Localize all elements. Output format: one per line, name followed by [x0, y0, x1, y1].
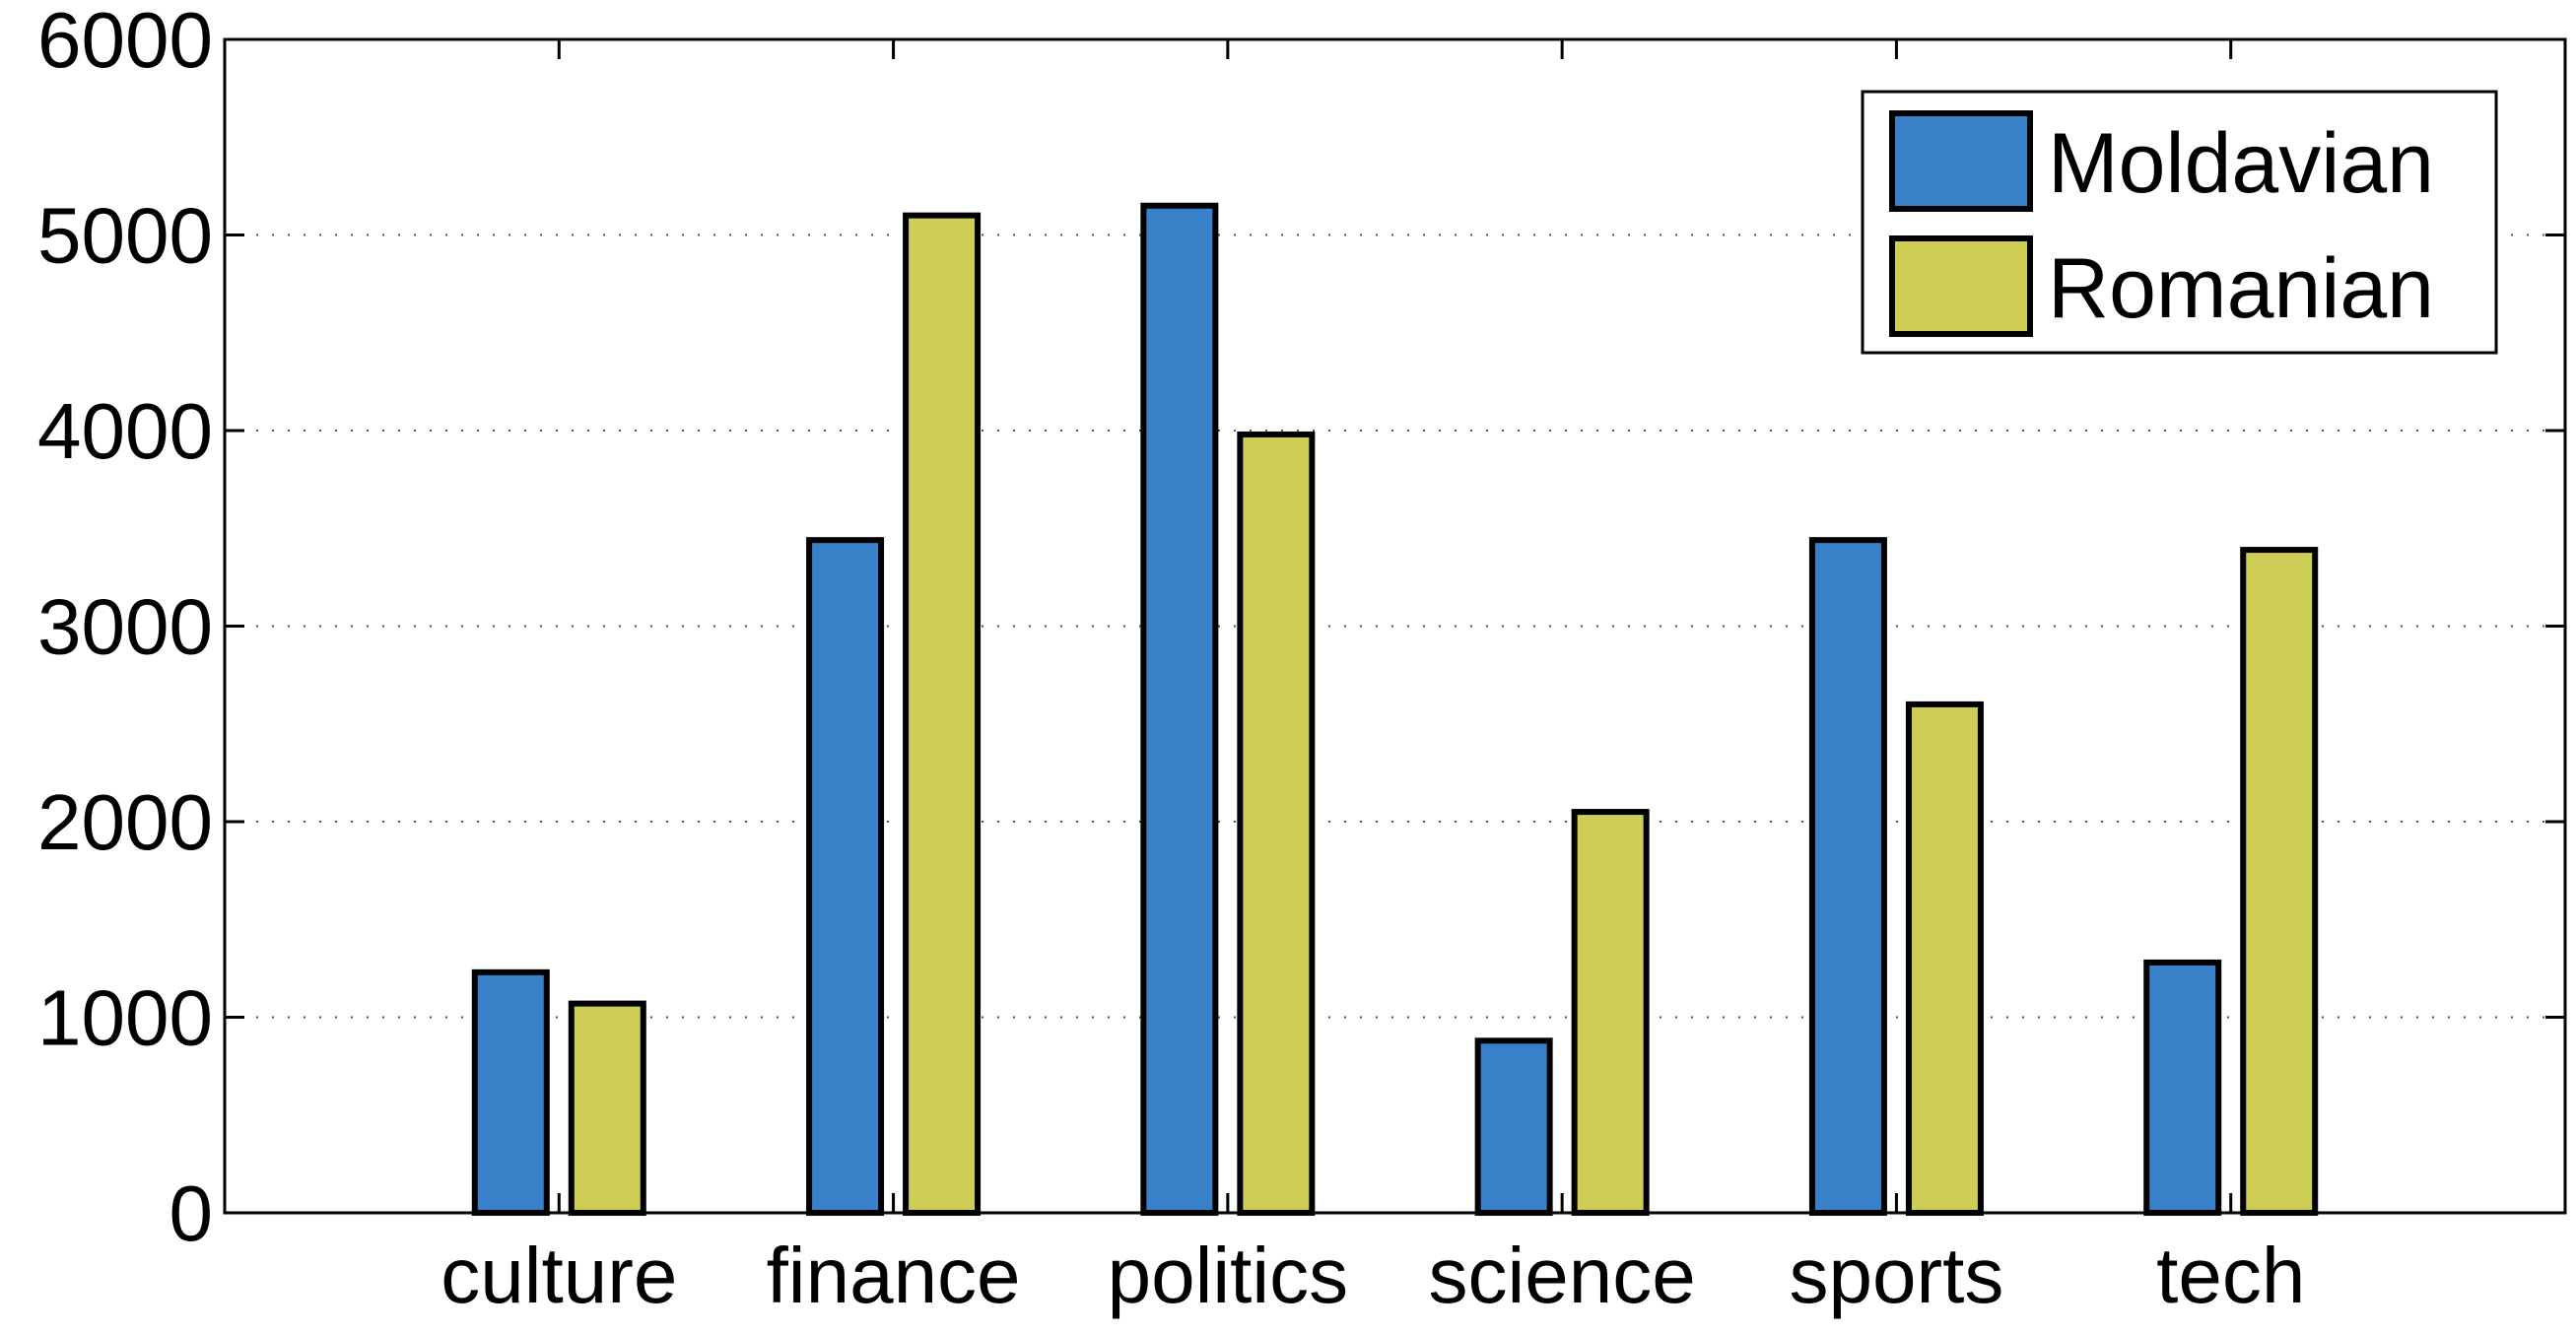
x-tick-label-sports: sports	[1789, 1232, 2003, 1319]
legend-swatch-moldavian	[1889, 110, 2033, 212]
y-tick-label-6000: 6000	[37, 0, 213, 84]
axis-ticks	[225, 37, 2565, 1215]
x-tick-label-science: science	[1429, 1232, 1696, 1319]
bar-moldavian-politics	[1140, 202, 1219, 1217]
bar-moldavian-finance	[806, 537, 885, 1216]
legend-swatch-romanian	[1889, 235, 2033, 337]
legend-label-moldavian: Moldavian	[2048, 116, 2434, 211]
y-tick-label-4000: 4000	[37, 387, 213, 475]
bar-romanian-culture	[568, 1000, 646, 1216]
x-tick-label-finance: finance	[767, 1232, 1021, 1319]
bar-romanian-sports	[1905, 700, 1984, 1216]
bar-moldavian-tech	[2143, 959, 2222, 1216]
y-tick-label-2000: 2000	[37, 778, 213, 866]
bar-moldavian-culture	[471, 968, 550, 1216]
legend-label-romanian: Romanian	[2048, 241, 2434, 336]
bar-moldavian-science	[1474, 1037, 1553, 1216]
y-tick-label-0: 0	[169, 1169, 214, 1257]
x-tick-label-culture: culture	[441, 1232, 677, 1319]
x-tick-label-politics: politics	[1108, 1232, 1349, 1319]
bars	[471, 202, 2319, 1217]
y-tick-label-5000: 5000	[37, 192, 213, 280]
y-axis-tick-labels: 0 1000 2000 3000 4000 5000 6000	[37, 0, 213, 1257]
bar-romanian-politics	[1237, 431, 1316, 1217]
x-axis-tick-labels: culture finance politics science sports tech	[441, 1232, 2305, 1319]
bar-romanian-tech	[2240, 547, 2319, 1216]
legend: Moldavian Romanian	[1861, 90, 2498, 355]
bar-romanian-finance	[903, 212, 982, 1216]
y-tick-label-3000: 3000	[37, 583, 213, 671]
x-tick-label-tech: tech	[2156, 1232, 2305, 1319]
y-tick-label-1000: 1000	[37, 974, 213, 1062]
bar-moldavian-sports	[1808, 537, 1887, 1216]
bar-romanian-science	[1571, 809, 1650, 1216]
